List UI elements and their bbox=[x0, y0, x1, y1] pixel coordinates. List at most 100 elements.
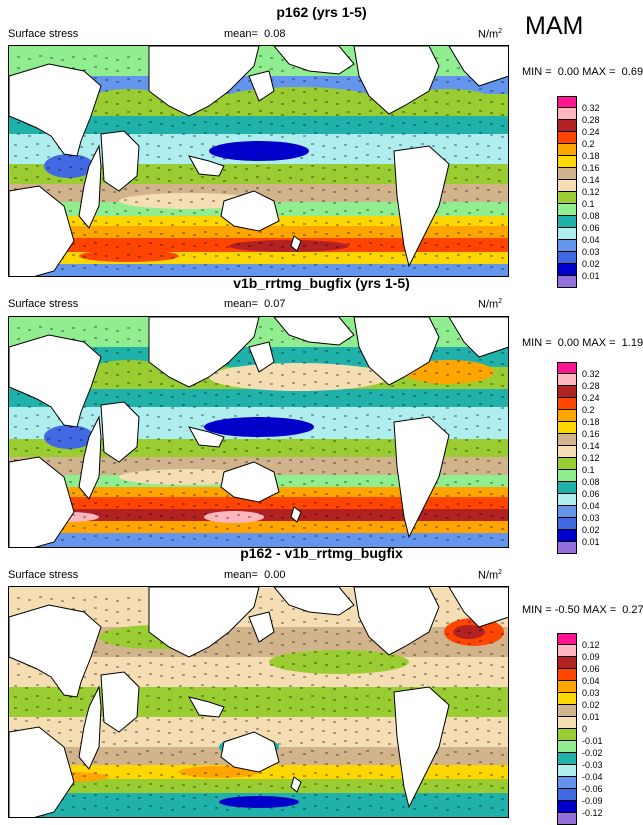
colorbar-level-label: 0 bbox=[582, 724, 588, 734]
colorbar-swatch bbox=[557, 765, 577, 777]
colorbar-level-label: 0.16 bbox=[582, 429, 600, 439]
panel-3-unit-base: N/m bbox=[478, 569, 499, 582]
colorbar-level-label: 0.28 bbox=[582, 381, 600, 391]
colorbar-swatch bbox=[557, 530, 577, 542]
colorbar-level-label: 0.02 bbox=[582, 525, 600, 535]
colorbar-level-label: 0.24 bbox=[582, 393, 600, 403]
colorbar-level-label: 0.08 bbox=[582, 477, 600, 487]
colorbar-swatch bbox=[557, 633, 577, 645]
colorbar-swatch bbox=[557, 813, 577, 825]
panel-1-mean: mean= 0.08 bbox=[224, 28, 286, 40]
colorbar-swatch bbox=[557, 398, 577, 410]
colorbar-level-label: -0.02 bbox=[582, 748, 603, 758]
colorbar-row: 0.02 bbox=[557, 700, 603, 717]
colorbar-level-label: 0.01 bbox=[582, 271, 600, 281]
panel-1-colorbar: 0.32 0.28 0.24 0.2 0.18 0.16 0.14 0.12 0.1 0.08 0.… bbox=[557, 96, 600, 288]
panel-1-unit-base: N/m bbox=[478, 28, 499, 41]
colorbar-row: 0.32 bbox=[557, 103, 600, 120]
colorbar-row bbox=[557, 362, 600, 374]
panel-2-colorbar: 0.32 0.28 0.24 0.2 0.18 0.16 0.14 0.12 0.1 0.08 0.… bbox=[557, 362, 600, 554]
colorbar-row: 0.01 bbox=[557, 271, 600, 288]
colorbar-level-label: 0.04 bbox=[582, 676, 600, 686]
colorbar-row: 0.24 bbox=[557, 127, 600, 144]
colorbar-swatch bbox=[557, 657, 577, 669]
panel-2-unit-base: N/m bbox=[478, 298, 499, 311]
colorbar-level-label: 0.2 bbox=[582, 139, 595, 149]
colorbar-row: 0.08 bbox=[557, 211, 600, 228]
surface-stress-field bbox=[9, 46, 508, 276]
colorbar-swatch bbox=[557, 753, 577, 765]
colorbar-swatch bbox=[557, 216, 577, 228]
colorbar-row: 0.01 bbox=[557, 537, 600, 554]
colorbar-row: 0.08 bbox=[557, 477, 600, 494]
colorbar-level-label: 0.01 bbox=[582, 712, 600, 722]
colorbar-row: 0.1 bbox=[557, 199, 600, 216]
colorbar-swatch bbox=[557, 108, 577, 120]
colorbar-swatch bbox=[557, 120, 577, 132]
colorbar-level-label: 0.1 bbox=[582, 199, 595, 209]
season-label: MAM bbox=[525, 12, 584, 40]
colorbar-level-label: 0.18 bbox=[582, 151, 600, 161]
colorbar-swatch bbox=[557, 470, 577, 482]
panel-1-mean-label: mean= bbox=[224, 28, 258, 40]
colorbar-level-label: 0.32 bbox=[582, 369, 600, 379]
panel-2-variable-label: Surface stress bbox=[8, 298, 79, 310]
colorbar-swatch bbox=[557, 446, 577, 458]
colorbar-swatch bbox=[557, 156, 577, 168]
colorbar-level-label: 0.02 bbox=[582, 259, 600, 269]
panel-2-minmax: MIN = 0.00 MAX = 1.19 bbox=[522, 337, 643, 349]
colorbar-swatch bbox=[557, 717, 577, 729]
colorbar-level-label: 0.14 bbox=[582, 175, 600, 185]
colorbar-row: 0.16 bbox=[557, 163, 600, 180]
colorbar-level-label: 0.03 bbox=[582, 247, 600, 257]
colorbar-row: 0.01 bbox=[557, 712, 603, 729]
colorbar-level-label: -0.01 bbox=[582, 736, 603, 746]
surface-stress-field bbox=[9, 317, 508, 547]
colorbar-swatch bbox=[557, 276, 577, 288]
colorbar-swatch bbox=[557, 180, 577, 192]
colorbar-row: 0.02 bbox=[557, 259, 600, 276]
colorbar-row: 0.32 bbox=[557, 369, 600, 386]
colorbar-level-label: -0.03 bbox=[582, 760, 603, 770]
colorbar-level-label: 0.06 bbox=[582, 489, 600, 499]
panel-2-title: v1b_rrtmg_bugfix (yrs 1-5) bbox=[233, 275, 410, 291]
colorbar-swatch bbox=[557, 494, 577, 506]
colorbar-row: -0.04 bbox=[557, 772, 603, 789]
surface-stress-field bbox=[9, 587, 508, 817]
continent-outlines bbox=[9, 317, 508, 547]
colorbar-level-label: -0.09 bbox=[582, 796, 603, 806]
colorbar-row bbox=[557, 633, 603, 645]
panel-1-unit: N/m2 bbox=[478, 28, 502, 41]
colorbar-row: 0.28 bbox=[557, 115, 600, 132]
colorbar-level-label: 0.12 bbox=[582, 453, 600, 463]
colorbar-level-label: 0.09 bbox=[582, 652, 600, 662]
panel-1-minmax: MIN = 0.00 MAX = 0.69 bbox=[522, 66, 643, 78]
colorbar-row: 0.18 bbox=[557, 417, 600, 434]
colorbar-row: 0.03 bbox=[557, 513, 600, 530]
colorbar-swatch bbox=[557, 410, 577, 422]
panel-1-title: p162 (yrs 1-5) bbox=[276, 4, 367, 20]
colorbar-swatch bbox=[557, 96, 577, 108]
colorbar-swatch bbox=[557, 801, 577, 813]
colorbar-swatch bbox=[557, 264, 577, 276]
colorbar-level-label: 0.14 bbox=[582, 441, 600, 451]
colorbar-level-label: 0.12 bbox=[582, 187, 600, 197]
colorbar-swatch bbox=[557, 386, 577, 398]
colorbar-swatch bbox=[557, 374, 577, 386]
colorbar-row: -0.02 bbox=[557, 748, 603, 765]
colorbar-level-label: 0.28 bbox=[582, 115, 600, 125]
colorbar-row: 0.18 bbox=[557, 151, 600, 168]
colorbar-row: 0.04 bbox=[557, 501, 600, 518]
colorbar-level-label: 0.04 bbox=[582, 501, 600, 511]
colorbar-swatch bbox=[557, 132, 577, 144]
colorbar-row: 0.03 bbox=[557, 247, 600, 264]
colorbar-swatch bbox=[557, 192, 577, 204]
colorbar-level-label: 0.1 bbox=[582, 465, 595, 475]
colorbar-swatch bbox=[557, 422, 577, 434]
panel-3-mean: mean= 0.00 bbox=[224, 569, 286, 581]
colorbar-level-label: 0.32 bbox=[582, 103, 600, 113]
colorbar-swatch bbox=[557, 228, 577, 240]
colorbar-swatch bbox=[557, 204, 577, 216]
colorbar-level-label: 0.06 bbox=[582, 664, 600, 674]
colorbar-level-label: 0.12 bbox=[582, 640, 600, 650]
